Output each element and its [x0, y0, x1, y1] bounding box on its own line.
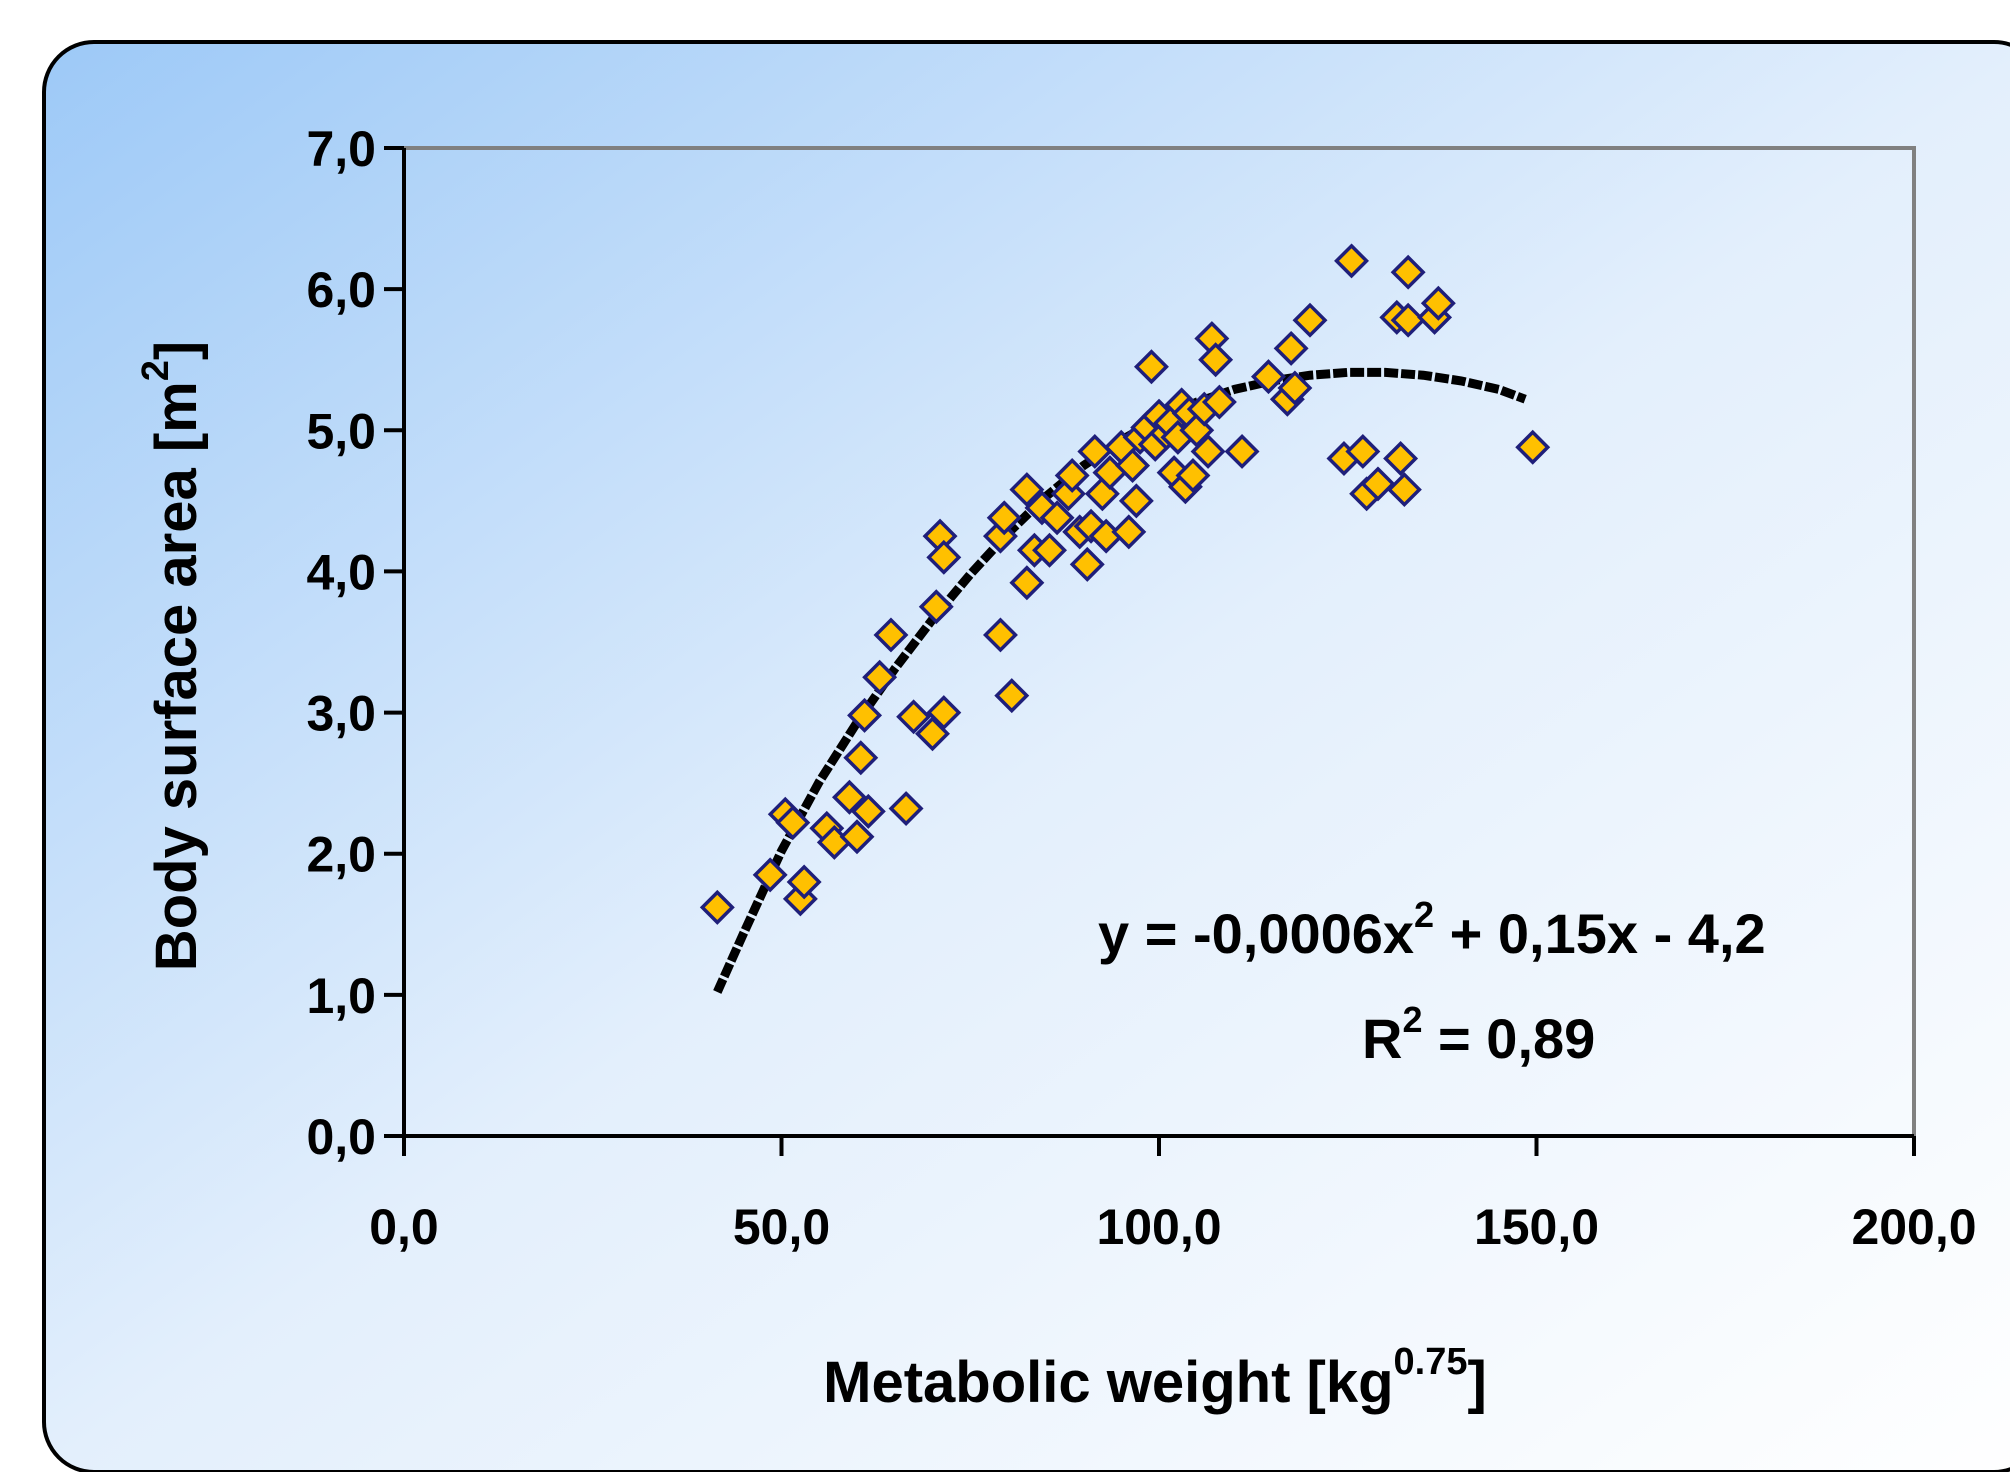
data-point: [994, 678, 1030, 714]
data-points: [699, 243, 1551, 925]
data-point: [1273, 330, 1309, 366]
data-point: [1084, 476, 1120, 512]
x-tick-label: 200,0: [1851, 1199, 1976, 1255]
chart-panel: [42, 40, 2010, 1474]
y-axis-title-main: Body surface area [m: [144, 381, 209, 971]
equation-part-2: + 0,15x - 4,2: [1434, 902, 1766, 965]
data-point: [1069, 546, 1105, 582]
data-point: [896, 699, 932, 735]
data-point: [1250, 359, 1286, 395]
equation-annotation: y = -0,0006x2 + 0,15x - 4,2: [1098, 894, 1766, 965]
data-point: [1277, 370, 1313, 406]
x-tick-label: 0,0: [369, 1199, 439, 1255]
data-point: [888, 791, 924, 827]
x-axis-title: Metabolic weight [kg0.75]: [823, 1341, 1487, 1415]
y-tick-label: 4,0: [306, 544, 376, 600]
equation-part-1: y = -0,0006x: [1098, 902, 1414, 965]
data-point: [831, 779, 867, 815]
data-point: [873, 617, 909, 653]
data-point: [918, 589, 954, 625]
data-point: [752, 857, 788, 893]
data-point: [843, 740, 879, 776]
data-point: [1198, 342, 1234, 378]
data-point: [1334, 243, 1370, 279]
data-point: [1390, 302, 1426, 338]
data-point: [839, 819, 875, 855]
data-point: [1073, 508, 1109, 544]
data-point: [1386, 472, 1422, 508]
x-axis-title-main: Metabolic weight [kg: [823, 1350, 1393, 1415]
data-point: [1009, 565, 1045, 601]
data-point: [1111, 514, 1147, 550]
data-point: [1360, 466, 1396, 502]
data-point: [850, 793, 886, 829]
data-point: [1383, 441, 1419, 476]
r-squared-part-2: = 0,89: [1422, 1007, 1595, 1070]
data-point: [1190, 433, 1226, 469]
data-point: [1054, 457, 1090, 493]
x-tick-label: 50,0: [733, 1199, 830, 1255]
y-tick-label: 0,0: [306, 1109, 376, 1165]
data-point: [847, 697, 883, 733]
x-axis-title-tail: ]: [1468, 1350, 1487, 1415]
data-point: [1515, 429, 1551, 465]
data-point: [926, 695, 962, 731]
data-point: [915, 716, 950, 752]
data-point: [1039, 500, 1075, 536]
y-tick-label: 1,0: [306, 968, 376, 1024]
x-tick-label: 150,0: [1474, 1199, 1599, 1255]
y-axis-title-tail: ]: [144, 341, 209, 360]
y-axis-ticks: 0,0 1,0 2,0 3,0 4,0 5,0 6,0 7,0: [306, 121, 404, 1165]
y-tick-label: 3,0: [306, 686, 376, 742]
data-point: [1224, 433, 1260, 469]
data-point: [982, 617, 1018, 653]
data-point: [1115, 448, 1151, 484]
data-point: [1201, 384, 1237, 420]
data-point: [786, 864, 822, 900]
equation-superscript: 2: [1414, 894, 1434, 935]
y-tick-label: 2,0: [306, 827, 376, 883]
r-squared-part-1: R: [1362, 1007, 1402, 1070]
data-point: [1420, 285, 1456, 321]
data-point: [1118, 483, 1154, 519]
x-tick-label: 100,0: [1096, 1199, 1221, 1255]
data-point: [1292, 302, 1328, 338]
y-tick-label: 6,0: [306, 262, 376, 318]
data-point: [1032, 532, 1068, 568]
y-axis-title: Body surface area [m2]: [135, 341, 209, 971]
data-point: [1009, 472, 1045, 508]
r-squared-annotation: R2 = 0,89: [1362, 999, 1595, 1070]
data-point: [1133, 349, 1169, 385]
data-point: [1175, 457, 1211, 493]
data-point: [862, 659, 898, 695]
x-axis-title-sup: 0.75: [1394, 1341, 1468, 1383]
data-point: [926, 539, 962, 575]
x-axis-ticks: 0,0 50,0 100,0 150,0 200,0: [369, 1136, 1977, 1255]
data-point: [1390, 254, 1426, 290]
y-tick-label: 7,0: [306, 121, 376, 177]
data-point: [1345, 433, 1381, 469]
y-axis-title-sup: 2: [135, 360, 177, 381]
data-point: [699, 889, 735, 925]
y-tick-label: 5,0: [306, 403, 376, 459]
data-point: [775, 805, 811, 841]
data-point: [986, 500, 1022, 536]
r-squared-superscript: 2: [1402, 999, 1422, 1040]
plot-area-border: [404, 146, 1916, 1136]
